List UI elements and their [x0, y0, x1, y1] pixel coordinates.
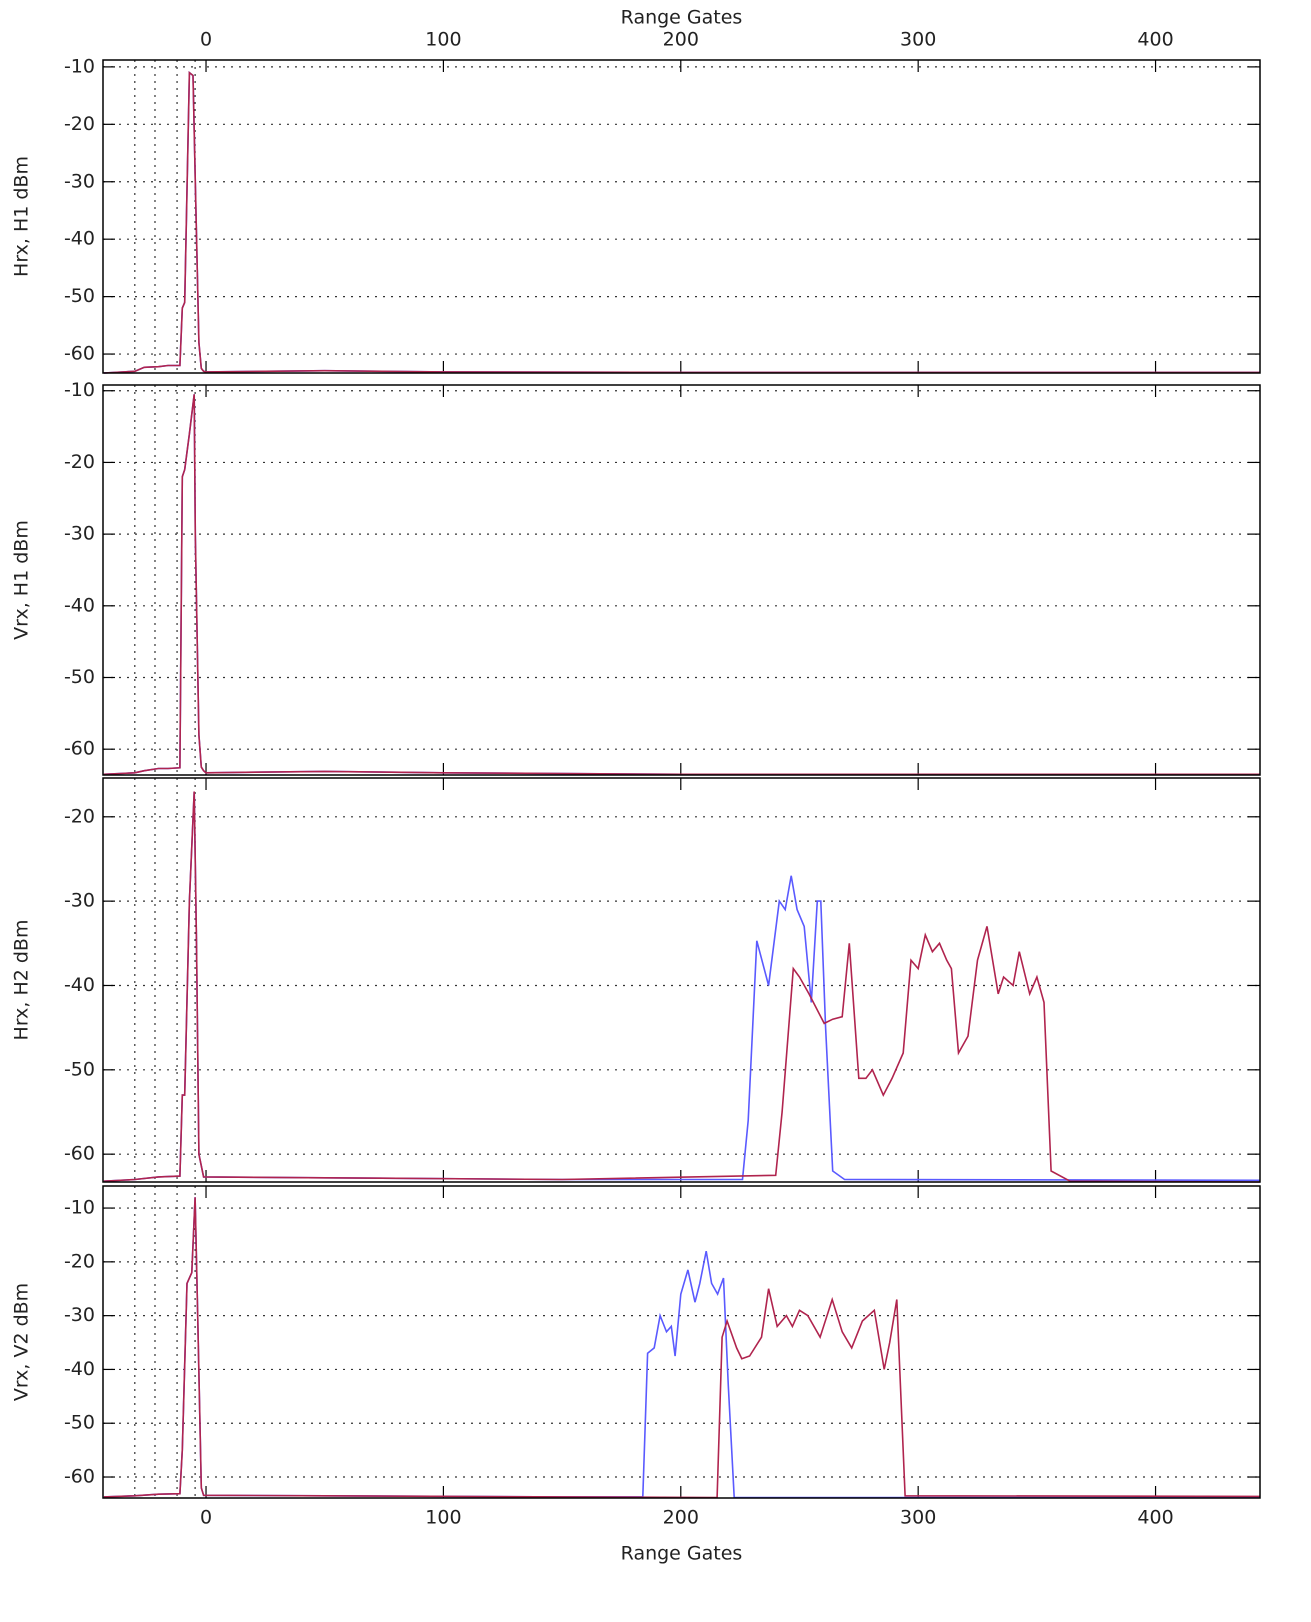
plot-frame — [102, 1185, 1261, 1499]
y-axis-label: Vrx, H1 dBm — [11, 520, 33, 640]
y-tick-label: -20 — [64, 451, 95, 473]
x-tick-label: 100 — [425, 1507, 461, 1529]
y-tick-label: -60 — [64, 1143, 95, 1165]
data-line — [103, 394, 1260, 776]
y-tick-label: -30 — [64, 170, 95, 192]
data-line — [103, 394, 1260, 776]
y-tick-label: -30 — [64, 890, 95, 912]
y-tick-label: -50 — [64, 1058, 95, 1080]
x-tick-label: 400 — [1137, 1507, 1173, 1529]
y-tick-label: -40 — [64, 974, 95, 996]
x-axis-label: Range Gates — [621, 1543, 743, 1565]
data-line — [103, 791, 1261, 1183]
y-tick-label: -40 — [64, 594, 95, 616]
y-tick-label: -40 — [64, 1358, 95, 1380]
y-axis-label: Hrx, H2 dBm — [11, 920, 33, 1041]
data-line — [103, 70, 1260, 374]
data-line — [103, 70, 1260, 374]
plot-frame — [102, 59, 1261, 374]
y-tick-label: -10 — [64, 379, 95, 401]
y-tick-label: -10 — [64, 1197, 95, 1219]
y-tick-label: -50 — [64, 666, 95, 688]
x-tick-label: 0 — [200, 29, 212, 51]
y-tick-label: -60 — [64, 343, 95, 365]
y-tick-label: -60 — [64, 1466, 95, 1488]
x-tick-label: 0 — [200, 1507, 212, 1529]
y-tick-label: -20 — [64, 113, 95, 135]
y-tick-label: -50 — [64, 285, 95, 307]
x-tick-label: 400 — [1137, 29, 1173, 51]
data-line — [103, 1197, 1260, 1499]
y-tick-label: -40 — [64, 228, 95, 250]
y-tick-label: -50 — [64, 1412, 95, 1434]
x-tick-label: 300 — [900, 1507, 936, 1529]
y-tick-label: -30 — [64, 1304, 95, 1326]
x-axis-label: Range Gates — [621, 7, 743, 29]
y-tick-label: -20 — [64, 805, 95, 827]
y-tick-label: -60 — [64, 738, 95, 760]
data-line — [103, 791, 1261, 1182]
x-tick-label: 300 — [900, 29, 936, 51]
plot-frame — [102, 777, 1261, 1183]
y-axis-label: Vrx, V2 dBm — [11, 1283, 33, 1401]
x-tick-label: 100 — [425, 29, 461, 51]
y-axis-label: Hrx, H1 dBm — [11, 156, 33, 277]
x-tick-label: 200 — [663, 1507, 699, 1529]
y-tick-label: -20 — [64, 1250, 95, 1272]
x-tick-label: 200 — [663, 29, 699, 51]
plot-frame — [102, 384, 1261, 776]
data-line — [103, 1197, 1261, 1499]
y-tick-label: -30 — [64, 523, 95, 545]
y-tick-label: -10 — [64, 55, 95, 77]
